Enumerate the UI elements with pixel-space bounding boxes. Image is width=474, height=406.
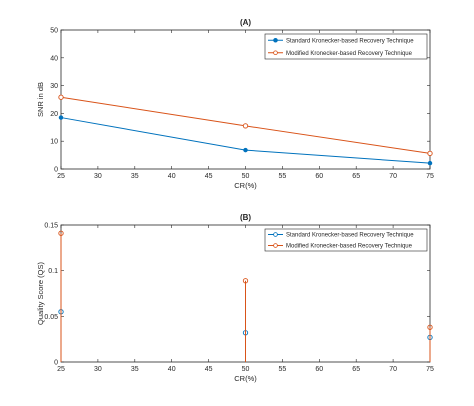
- x-tick-label: 50: [242, 366, 250, 373]
- x-tick-label: 70: [389, 366, 397, 373]
- x-tick-label: 55: [279, 366, 287, 373]
- legend-box: [264, 33, 428, 60]
- x-tick-label: 45: [205, 173, 213, 180]
- x-tick-label: 70: [389, 173, 397, 180]
- x-tick-label: 40: [168, 366, 176, 373]
- chart-title: (A): [240, 18, 251, 27]
- legend-entry: Standard Kronecker-based Recovery Techni…: [286, 233, 414, 239]
- x-tick-label: 35: [131, 173, 139, 180]
- x-tick-label: 30: [94, 366, 102, 373]
- x-tick-label: 75: [426, 366, 434, 373]
- stem-marker-modified: [427, 324, 433, 330]
- x-tick-label: 75: [426, 173, 434, 180]
- x-tick-label: 25: [57, 366, 65, 373]
- y-tick-label: 20: [50, 111, 58, 118]
- data-point-standard: [58, 115, 64, 120]
- chart-b: (B) 25 30 35 40 45 50 55 60 65 70 75 0 0.05 0.1 0.15 CR(…: [36, 213, 434, 383]
- x-tick-label: 65: [352, 173, 360, 180]
- x-tick-label: 55: [279, 173, 287, 180]
- data-point-modified: [58, 94, 64, 100]
- legend-entry: Modified Kronecker-based Recovery Techni…: [286, 51, 413, 57]
- x-tick-label: 60: [315, 173, 323, 180]
- y-tick-label: 50: [50, 28, 58, 35]
- legend-marker: [273, 50, 278, 56]
- y-tick-label: 10: [50, 139, 58, 146]
- y-tick-label: 0: [54, 167, 58, 174]
- y-tick-label: 0.1: [48, 268, 58, 275]
- data-point-modified: [242, 123, 249, 129]
- y-tick-label: 30: [50, 83, 58, 90]
- data-point-standard: [243, 147, 248, 153]
- x-axis-label: CR(%): [234, 181, 257, 190]
- x-tick-label: 25: [57, 173, 65, 180]
- legend: Standard Kronecker-based Recovery Techni…: [264, 228, 428, 252]
- chart-title: (B): [240, 213, 251, 222]
- legend-marker: [273, 232, 278, 237]
- y-axis-label: Quality Score (QS): [36, 262, 45, 325]
- legend-box: [264, 228, 428, 252]
- chart-a: (A)25 30 35 40 45 50 55 60 65 70 7501020304050CR(%…: [36, 18, 434, 190]
- legend-entry: Standard Kronecker-based Recovery Techni…: [286, 38, 414, 44]
- x-tick-label: 60: [315, 366, 323, 373]
- x-tick-label: 50: [242, 173, 250, 180]
- x-tick-label: 30: [94, 173, 102, 180]
- y-tick-label: 0: [54, 360, 58, 367]
- stem-marker-modified: [58, 230, 64, 236]
- y-axis-label: SNR in dB: [36, 82, 45, 117]
- legend-marker: [273, 243, 278, 248]
- x-tick-label: 35: [131, 366, 139, 373]
- legend-entry: Modified Kronecker-based Recovery Techni…: [286, 244, 413, 250]
- legend-marker: [273, 37, 278, 43]
- data-point-standard: [427, 160, 433, 166]
- y-tick-label: 0.05: [44, 314, 58, 321]
- data-point-modified: [427, 150, 433, 157]
- y-tick-label: 40: [50, 55, 58, 62]
- stem-marker-modified: [242, 278, 249, 284]
- x-tick-label: 65: [352, 366, 360, 373]
- x-axis-label: CR(%): [234, 374, 257, 383]
- x-tick-label: 40: [168, 173, 176, 180]
- legend: Standard Kronecker-based Recovery Techni…: [264, 33, 428, 60]
- y-tick-label: 0.15: [44, 223, 58, 230]
- x-tick-label: 45: [205, 366, 213, 373]
